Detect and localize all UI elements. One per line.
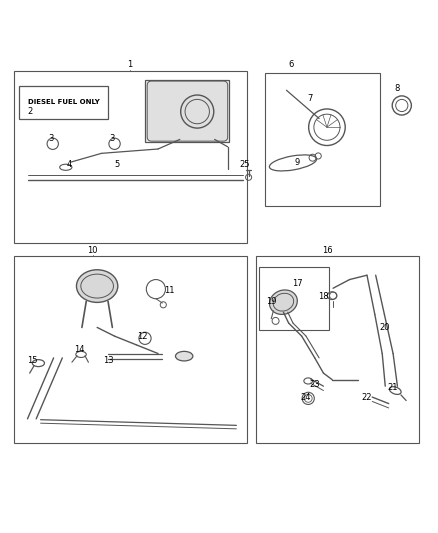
- Text: 8: 8: [395, 84, 400, 93]
- Bar: [14, 256, 247, 443]
- Bar: [265, 73, 380, 206]
- Text: 15: 15: [28, 356, 38, 365]
- Text: 21: 21: [388, 383, 398, 392]
- Text: 1: 1: [127, 60, 132, 69]
- Text: 5: 5: [114, 160, 119, 169]
- Text: 14: 14: [74, 345, 85, 354]
- Text: 20: 20: [379, 323, 390, 332]
- Bar: [14, 71, 247, 243]
- Text: 3: 3: [110, 134, 115, 143]
- Text: 24: 24: [301, 393, 311, 402]
- Text: 22: 22: [362, 393, 372, 402]
- Bar: [256, 256, 419, 443]
- FancyBboxPatch shape: [145, 80, 230, 142]
- Text: 13: 13: [102, 356, 113, 365]
- Text: 18: 18: [318, 293, 329, 302]
- Text: 9: 9: [295, 158, 300, 167]
- Text: 7: 7: [308, 94, 313, 103]
- Text: 16: 16: [322, 246, 333, 255]
- Text: 11: 11: [164, 286, 174, 295]
- Ellipse shape: [269, 290, 297, 314]
- FancyBboxPatch shape: [19, 86, 108, 118]
- Ellipse shape: [176, 351, 193, 361]
- FancyBboxPatch shape: [147, 81, 228, 141]
- Text: 2: 2: [27, 108, 32, 117]
- Text: 10: 10: [88, 246, 98, 255]
- Text: 19: 19: [266, 297, 276, 306]
- Ellipse shape: [77, 270, 118, 302]
- Text: DIESEL FUEL ONLY: DIESEL FUEL ONLY: [28, 99, 99, 105]
- Text: 4: 4: [66, 160, 71, 169]
- Text: 17: 17: [292, 279, 303, 288]
- Text: 25: 25: [240, 160, 251, 169]
- Text: 6: 6: [288, 60, 293, 69]
- Text: 3: 3: [49, 134, 54, 143]
- Text: 12: 12: [138, 332, 148, 341]
- Bar: [259, 266, 328, 329]
- Text: 23: 23: [309, 381, 320, 390]
